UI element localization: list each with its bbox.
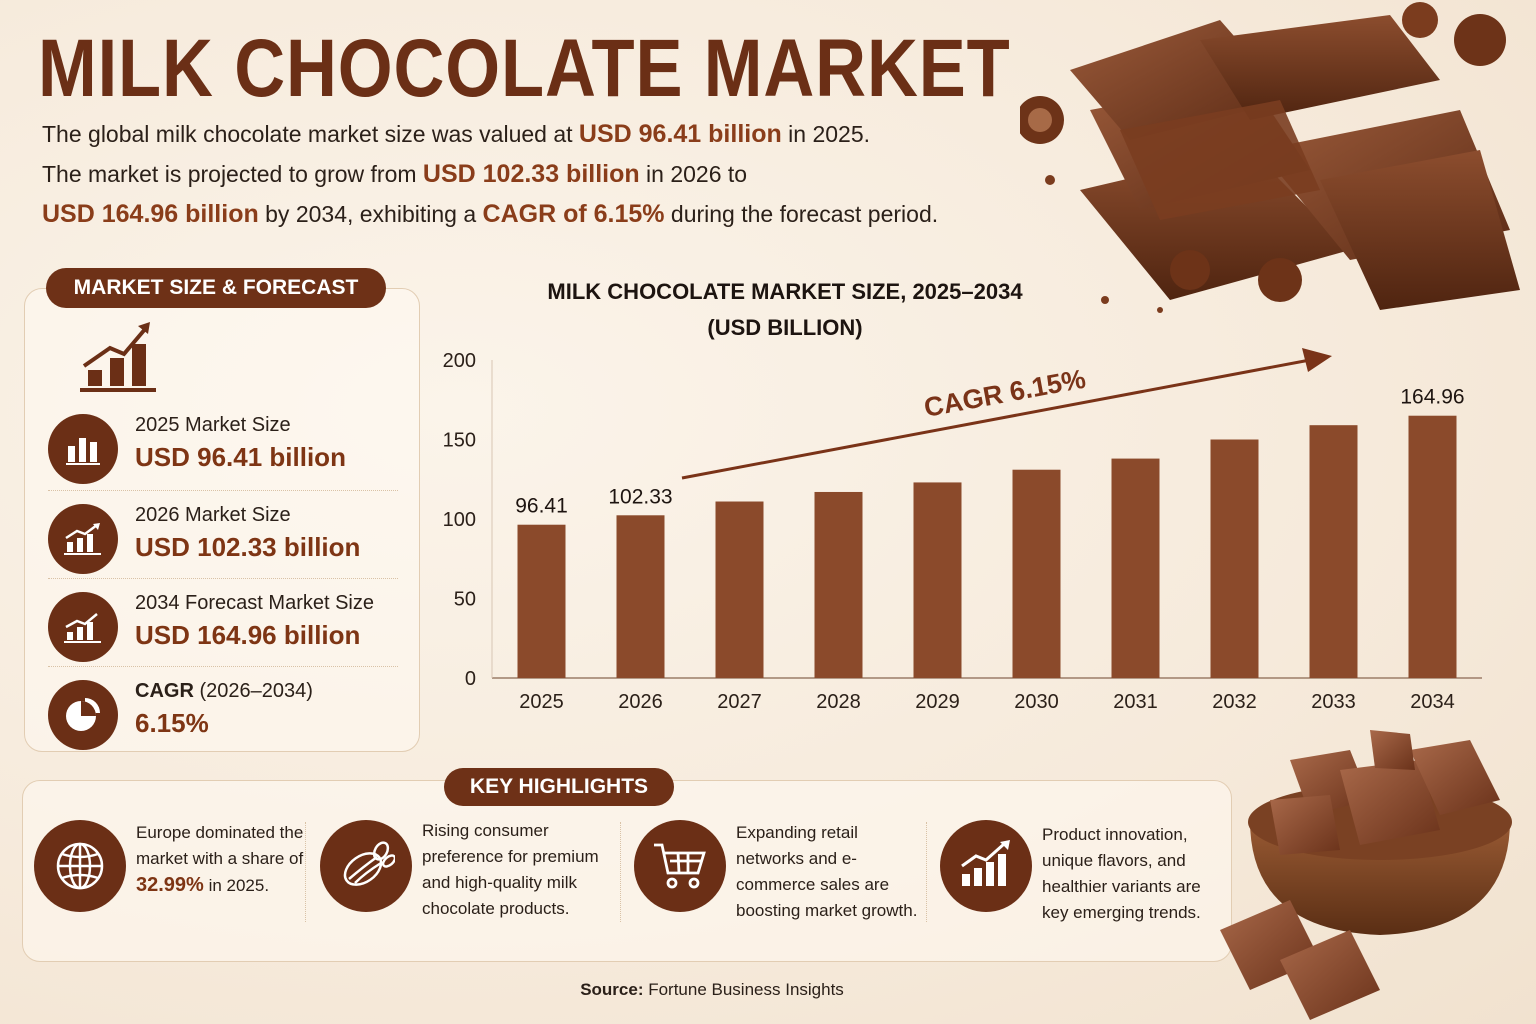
highlight-text: Rising consumer preference for premium a… [422,821,599,918]
intro-text: The global milk chocolate market size wa… [42,114,1022,234]
divider [305,822,306,922]
bar-chart-icon [48,414,118,484]
cagr-arrow [681,358,1311,480]
chocolate-bowl-image [1220,730,1512,1020]
bar-2026 [616,515,665,678]
globe-icon [34,820,126,912]
bar-2031 [1111,458,1160,678]
divider [48,490,398,491]
stat-value: USD 102.33 billion [135,532,361,562]
pie-chart-icon [48,680,118,750]
y-tick-label: 100 [443,509,476,531]
intro-line-3: USD 164.96 billion by 2034, exhibiting a… [42,200,939,228]
x-tick-label: 2034 [1410,691,1455,713]
y-tick-label: 50 [454,589,476,611]
growth-chart-icon [48,504,118,574]
source-note: Source: Fortune Business Insights [580,980,844,999]
market-size-heading: MARKET SIZE & FORECAST [46,268,386,308]
data-label: 96.41 [515,495,568,518]
stat-2026: 2026 Market Size USD 102.33 billion [48,494,398,580]
divider [620,822,621,922]
page-title: MILK CHOCOLATE MARKET [38,23,1011,114]
divider [48,666,398,667]
forecast-chart-icon [48,592,118,662]
trend-chart-icon [940,820,1032,912]
divider [48,578,398,579]
x-tick-label: 2032 [1212,691,1257,713]
y-tick-label: 150 [443,430,476,452]
stat-label: 2025 Market Size [135,414,291,436]
bar-2027 [715,501,764,678]
intro-line-1: The global milk chocolate market size wa… [42,120,871,148]
growth-chart-icon [80,322,156,392]
highlight-text: Product innovation, unique flavors, and … [1042,825,1201,922]
divider [926,822,927,922]
cagr-annotation: CAGR 6.15% [922,364,1088,423]
bar-2025 [517,524,566,678]
stat-value: 6.15% [135,708,209,738]
bar-chart: 0 50 100 150 200 2025 96.41 2026 102.33 2027 2028 2… [443,348,1482,713]
stat-cagr: CAGR (2026–2034) 6.15% [48,670,398,756]
chart-title: MILK CHOCOLATE MARKET SIZE, 2025–2034 (U… [480,274,1090,346]
x-tick-label: 2033 [1311,691,1356,713]
x-tick-label: 2028 [816,691,861,713]
stat-label: CAGR (2026–2034) [135,680,313,702]
highlight-text: Expanding retail networks and e-commerce… [736,823,918,920]
highlight-text: Europe dominated the market with a share… [136,823,304,896]
x-tick-label: 2026 [618,691,663,713]
y-tick-label: 200 [443,350,476,372]
data-label: 102.33 [608,485,672,508]
stat-value: USD 96.41 billion [135,442,346,472]
x-tick-label: 2027 [717,691,762,713]
x-tick-label: 2031 [1113,691,1158,713]
x-tick-label: 2025 [519,691,564,713]
bar-2029 [913,482,962,678]
bar-2032 [1210,439,1259,678]
y-tick-label: 0 [465,668,476,690]
bar-2033 [1309,425,1358,678]
stat-2025: 2025 Market Size USD 96.41 billion [48,404,398,490]
bar-2028 [814,491,863,678]
bar-2034 [1408,415,1457,678]
chart-title-line-2: (USD BILLION) [707,315,863,340]
cocoa-pod-icon [320,820,412,912]
cagr-arrowhead [1302,348,1332,372]
x-tick-label: 2029 [915,691,960,713]
stat-value: USD 164.96 billion [135,620,361,650]
data-label: 164.96 [1400,386,1464,409]
key-highlights-heading: KEY HIGHLIGHTS [444,768,674,806]
stat-label: 2034 Forecast Market Size [135,592,374,614]
bar-2030 [1012,469,1061,678]
shopping-cart-icon [634,820,726,912]
intro-line-2: The market is projected to grow from USD… [42,160,748,188]
stat-2034: 2034 Forecast Market Size USD 164.96 bil… [48,582,398,668]
chocolate-bars-image [1020,2,1520,313]
chart-title-line-1: MILK CHOCOLATE MARKET SIZE, 2025–2034 [547,279,1023,304]
x-tick-label: 2030 [1014,691,1059,713]
stat-label: 2026 Market Size [135,504,291,526]
